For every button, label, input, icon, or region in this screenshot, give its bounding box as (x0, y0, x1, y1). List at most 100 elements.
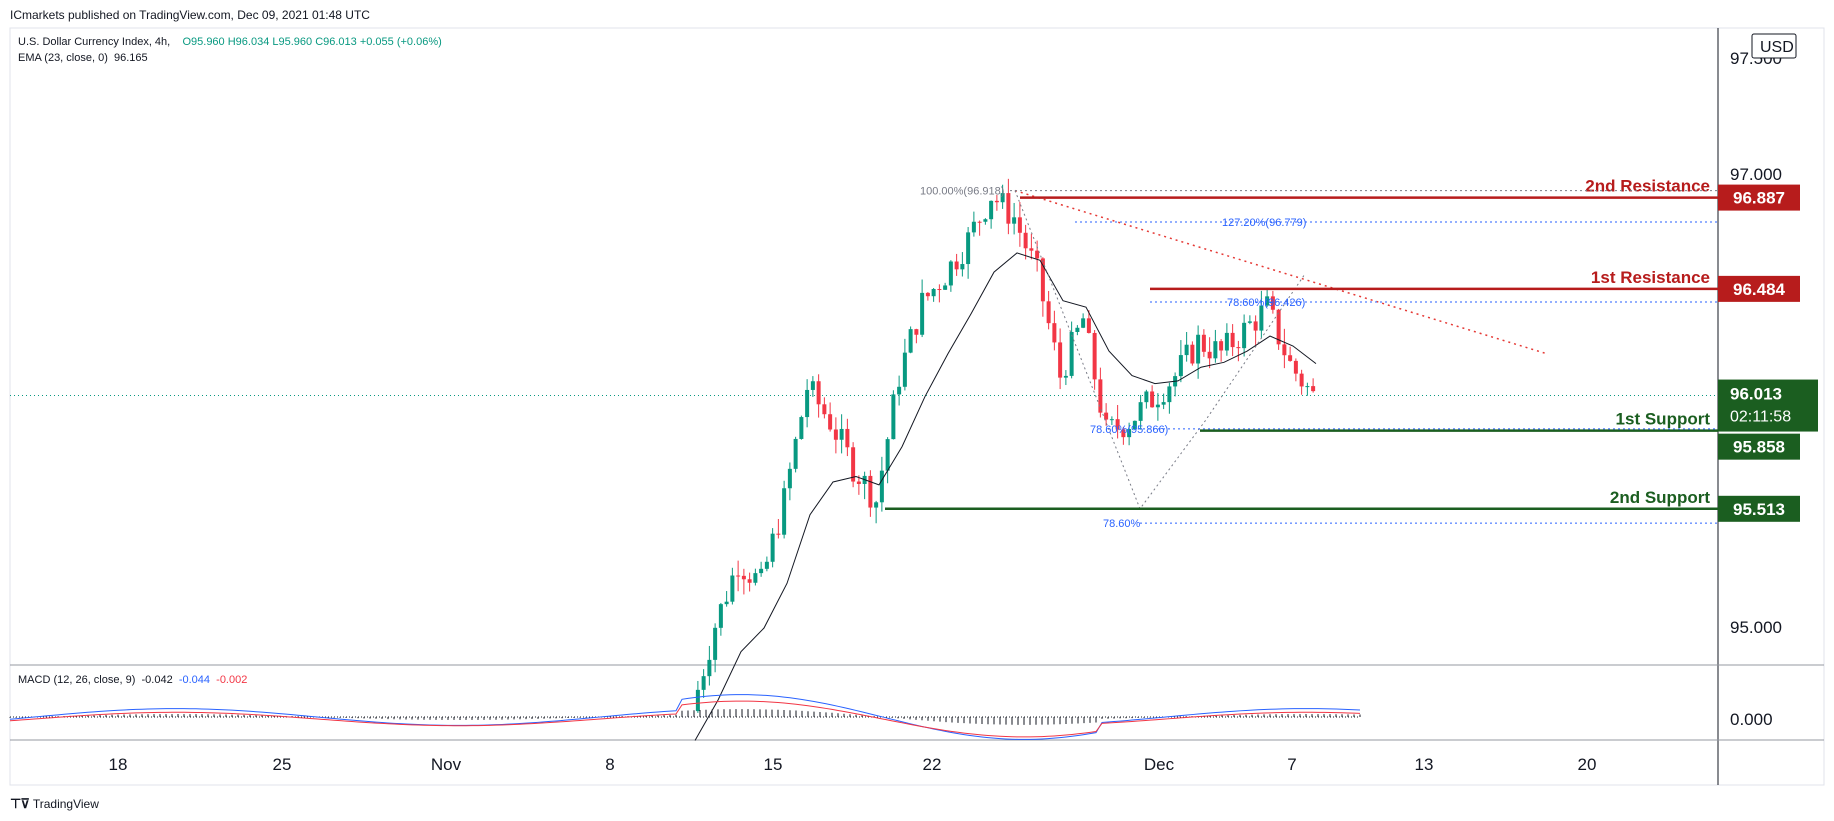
candle-body (856, 481, 861, 484)
candle-body (1058, 342, 1063, 378)
candle-body (966, 232, 971, 265)
candle-body (1046, 301, 1051, 324)
candle-body (1224, 332, 1229, 351)
candle-body (1081, 318, 1086, 328)
currency-box (1751, 33, 1797, 59)
candle-body (879, 470, 884, 503)
candle-body (1040, 258, 1045, 302)
candle-body (874, 502, 879, 508)
macd-line (9, 694, 1361, 740)
candle-body (960, 264, 965, 270)
candle-body (1150, 391, 1155, 408)
publisher-note: ICmarkets published on TradingView.com, … (10, 8, 370, 22)
candle-body (1282, 344, 1287, 356)
candle-body (1299, 373, 1304, 387)
x-tick-label: Nov (431, 755, 462, 774)
candle-body (782, 488, 787, 535)
candle-body (770, 533, 775, 562)
candle-body (822, 404, 827, 415)
candle-body (1017, 217, 1022, 233)
macd-label: MACD (12, 26, close, 9) (18, 674, 136, 686)
candle-body (994, 200, 999, 203)
candle-body (902, 352, 907, 387)
candle-body (954, 261, 959, 270)
candle-body (776, 533, 781, 535)
level-label: 1st Support (1616, 410, 1711, 429)
ohlc-readout: O95.960 H96.034 L95.960 C96.013 +0.055 (… (182, 36, 442, 48)
x-tick-label: 22 (923, 755, 942, 774)
candle-body (1023, 232, 1028, 249)
candle-body (1104, 412, 1109, 420)
candle-body (695, 689, 700, 712)
y-tick-label: 95.000 (1730, 618, 1782, 637)
candle-body (816, 381, 821, 405)
level-label: 1st Resistance (1591, 268, 1710, 287)
y-tick-label: 97.000 (1730, 165, 1782, 184)
trend-line (1014, 189, 1546, 354)
candle-body (1265, 296, 1270, 306)
candle-body (943, 285, 948, 290)
candle-body (1121, 429, 1126, 438)
candle-body (937, 289, 942, 291)
candle-body (701, 676, 706, 690)
candle-body (1138, 402, 1143, 421)
candle-body (1207, 351, 1212, 359)
candle-body (914, 329, 919, 335)
candle-body (1109, 419, 1114, 421)
candle-body (1161, 402, 1166, 405)
candle-body (828, 414, 833, 430)
candle-body (897, 386, 902, 395)
candle-body (1247, 321, 1252, 323)
chart-frame (9, 27, 1825, 786)
candle-body (1276, 309, 1281, 345)
candle-body (1184, 344, 1189, 356)
footer-brand: TradingView (32, 797, 99, 811)
candle-body (1242, 322, 1247, 349)
candle-body (753, 573, 758, 583)
candle-body (839, 428, 844, 440)
candle-body (1236, 347, 1241, 349)
candle-body (1230, 332, 1235, 348)
candle-body (1006, 193, 1011, 224)
ema-legend: EMA (23, close, 0) 96.165 (18, 52, 148, 64)
candle-body (1098, 379, 1103, 413)
x-tick-label: 18 (109, 755, 128, 774)
level-label: 2nd Resistance (1585, 177, 1710, 196)
candle-body (1201, 334, 1206, 352)
candle-body (845, 428, 850, 448)
candle-body (983, 219, 988, 222)
candle-body (1029, 248, 1034, 251)
candle-body (799, 417, 804, 439)
candle-body (1092, 332, 1097, 380)
candle-body (1115, 419, 1120, 430)
candle-body (1178, 355, 1183, 377)
macd-signal-line (9, 700, 1361, 738)
candle-body (1213, 341, 1218, 359)
macd-value-2: -0.044 (178, 674, 211, 686)
candle-body (920, 292, 925, 335)
x-tick-label: 7 (1287, 755, 1296, 774)
candle-body (1012, 217, 1017, 224)
candle-body (805, 389, 810, 418)
candle-body (793, 438, 798, 469)
candle-body (868, 475, 873, 508)
candle-body (971, 221, 976, 233)
level-price-badge (1718, 184, 1800, 211)
currency-label: USD (1760, 39, 1794, 56)
candle-body (1293, 360, 1298, 374)
candle-body (1305, 386, 1310, 388)
candle-body (989, 200, 994, 220)
candle-body (1190, 344, 1195, 364)
level-price-text: 95.513 (1733, 500, 1785, 519)
candle-body (1155, 404, 1160, 408)
chart-header: ICmarkets published on TradingView.com, … (0, 0, 1834, 28)
x-tick-label: 25 (273, 755, 292, 774)
candle-body (1253, 321, 1258, 331)
fib-zigzag (1014, 190, 1306, 510)
candle-body (741, 575, 746, 580)
candle-body (948, 261, 953, 286)
candle-body (925, 292, 930, 297)
candle-body (1086, 318, 1091, 333)
fib-level-label: 78.60%(95.866) (1090, 424, 1168, 436)
